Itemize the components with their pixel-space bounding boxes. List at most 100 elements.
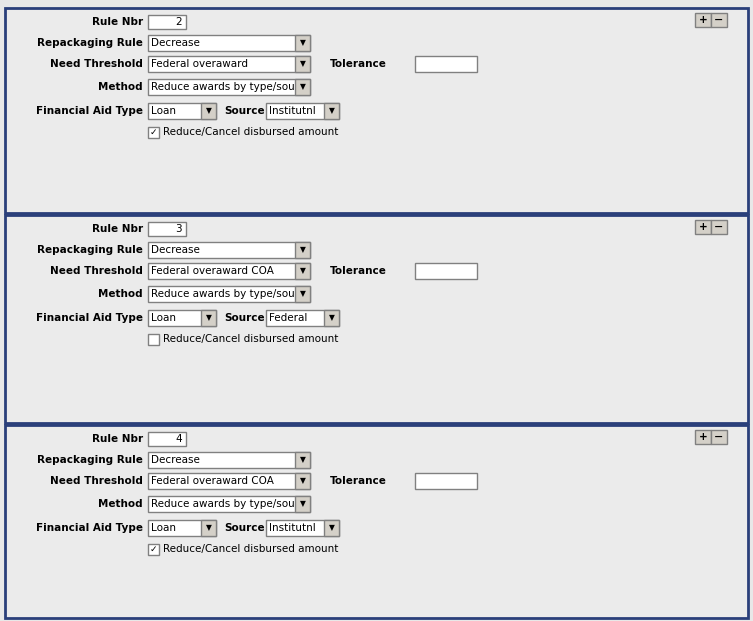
Bar	[415, 473, 477, 489]
Bar	[148, 334, 159, 345]
Text: Federal overaward: Federal overaward	[151, 59, 248, 69]
Bar	[695, 430, 711, 444]
Bar	[148, 242, 310, 258]
Text: Decrease: Decrease	[151, 38, 200, 48]
Text: +: +	[699, 15, 707, 25]
Text: 4: 4	[175, 434, 182, 444]
Bar	[148, 79, 310, 95]
Bar	[148, 496, 310, 512]
Bar	[324, 520, 339, 536]
Bar	[266, 310, 339, 326]
Bar	[148, 520, 216, 536]
Bar	[148, 15, 186, 29]
Text: Reduce/Cancel disbursed amount: Reduce/Cancel disbursed amount	[163, 544, 338, 554]
Bar	[295, 56, 310, 72]
Bar	[148, 452, 310, 468]
Text: Method: Method	[99, 289, 143, 299]
Text: Loan: Loan	[151, 106, 176, 116]
Text: ▼: ▼	[300, 60, 306, 68]
Text: Institutnl: Institutnl	[269, 523, 316, 533]
Text: Reduce awards by type/sou: Reduce awards by type/sou	[151, 289, 294, 299]
Text: Financial Aid Type: Financial Aid Type	[36, 313, 143, 323]
Text: −: −	[715, 222, 724, 232]
Text: Tolerance: Tolerance	[330, 266, 387, 276]
Text: Federal: Federal	[269, 313, 307, 323]
Text: ▼: ▼	[206, 314, 212, 322]
Bar	[148, 286, 310, 302]
Bar	[324, 310, 339, 326]
Text: Rule Nbr: Rule Nbr	[92, 434, 143, 444]
Bar	[148, 473, 310, 489]
Text: 2: 2	[175, 17, 182, 27]
Bar	[201, 310, 216, 326]
Text: Repackaging Rule: Repackaging Rule	[37, 455, 143, 465]
Text: Method: Method	[99, 499, 143, 509]
Bar	[415, 56, 477, 72]
Text: Rule Nbr: Rule Nbr	[92, 17, 143, 27]
Bar	[148, 544, 159, 555]
Text: Financial Aid Type: Financial Aid Type	[36, 523, 143, 533]
Text: ▼: ▼	[300, 289, 306, 299]
Bar	[201, 520, 216, 536]
Bar	[711, 13, 727, 27]
Text: Decrease: Decrease	[151, 455, 200, 465]
Text: Need Threshold: Need Threshold	[50, 476, 143, 486]
Text: Decrease: Decrease	[151, 245, 200, 255]
Bar	[295, 473, 310, 489]
Bar	[148, 56, 310, 72]
Bar	[148, 103, 216, 119]
Text: Federal overaward COA: Federal overaward COA	[151, 266, 274, 276]
Text: Source: Source	[224, 106, 264, 116]
Text: Federal overaward COA: Federal overaward COA	[151, 476, 274, 486]
Bar	[148, 222, 186, 236]
Text: ▼: ▼	[328, 106, 334, 116]
Text: ▼: ▼	[206, 106, 212, 116]
Text: ▼: ▼	[328, 524, 334, 532]
Text: Source: Source	[224, 523, 264, 533]
Text: Tolerance: Tolerance	[330, 59, 387, 69]
Text: ▼: ▼	[300, 499, 306, 509]
Bar	[148, 310, 216, 326]
Text: Reduce awards by type/sou: Reduce awards by type/sou	[151, 82, 294, 92]
Text: −: −	[715, 432, 724, 442]
Bar	[711, 220, 727, 234]
Bar	[295, 286, 310, 302]
Bar	[295, 35, 310, 51]
Text: ✓: ✓	[150, 128, 157, 137]
Text: Source: Source	[224, 313, 264, 323]
Bar	[711, 430, 727, 444]
Bar	[324, 103, 339, 119]
Text: ▼: ▼	[328, 314, 334, 322]
Text: Loan: Loan	[151, 313, 176, 323]
Bar	[5, 8, 748, 213]
Bar	[295, 263, 310, 279]
Text: ▼: ▼	[300, 266, 306, 276]
Text: Rule Nbr: Rule Nbr	[92, 224, 143, 234]
Text: Institutnl: Institutnl	[269, 106, 316, 116]
Bar	[148, 35, 310, 51]
Bar	[295, 242, 310, 258]
Bar	[295, 79, 310, 95]
Text: ▼: ▼	[300, 83, 306, 91]
Bar	[266, 520, 339, 536]
Text: Method: Method	[99, 82, 143, 92]
Text: Reduce/Cancel disbursed amount: Reduce/Cancel disbursed amount	[163, 127, 338, 137]
Text: Loan: Loan	[151, 523, 176, 533]
Text: +: +	[699, 432, 707, 442]
Text: Tolerance: Tolerance	[330, 476, 387, 486]
Text: Need Threshold: Need Threshold	[50, 266, 143, 276]
Text: 3: 3	[175, 224, 182, 234]
Bar	[5, 215, 748, 423]
Text: ▼: ▼	[206, 524, 212, 532]
Text: +: +	[699, 222, 707, 232]
Bar	[695, 220, 711, 234]
Bar	[148, 127, 159, 138]
Text: ▼: ▼	[300, 455, 306, 465]
Text: Need Threshold: Need Threshold	[50, 59, 143, 69]
Bar	[148, 263, 310, 279]
Text: Repackaging Rule: Repackaging Rule	[37, 38, 143, 48]
Bar	[266, 103, 339, 119]
Text: −: −	[715, 15, 724, 25]
Text: Reduce awards by type/sou: Reduce awards by type/sou	[151, 499, 294, 509]
Bar	[148, 432, 186, 446]
